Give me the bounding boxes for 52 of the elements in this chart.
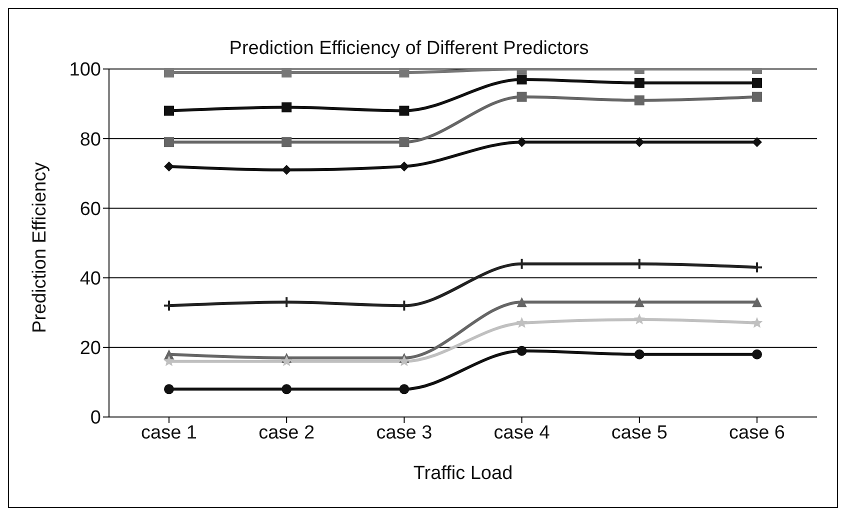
point bbox=[164, 161, 174, 172]
point bbox=[399, 384, 410, 394]
point bbox=[634, 95, 644, 106]
point bbox=[516, 74, 527, 84]
x-tick-label: case 6 bbox=[729, 422, 785, 444]
chart-title: Prediction Efficiency of Different Predictors bbox=[229, 38, 589, 59]
point bbox=[399, 137, 410, 148]
point bbox=[398, 355, 410, 366]
point bbox=[516, 346, 527, 356]
point bbox=[163, 355, 175, 366]
point bbox=[164, 106, 174, 116]
point bbox=[634, 297, 644, 308]
point bbox=[634, 349, 644, 360]
point bbox=[516, 137, 527, 148]
point bbox=[164, 384, 174, 394]
point bbox=[399, 106, 410, 116]
point bbox=[164, 137, 174, 148]
x-tick-label: case 1 bbox=[141, 422, 197, 444]
x-tick-label: case 4 bbox=[494, 422, 550, 444]
point bbox=[399, 69, 410, 78]
point bbox=[752, 349, 762, 360]
point bbox=[752, 137, 762, 148]
y-tick-label: 80 bbox=[80, 129, 101, 150]
point bbox=[516, 297, 527, 308]
x-tick-label: case 5 bbox=[611, 422, 668, 444]
point bbox=[752, 92, 762, 102]
point bbox=[164, 69, 174, 78]
point bbox=[516, 92, 527, 102]
x-tick-label: case 3 bbox=[376, 422, 432, 444]
y-tick-label: 100 bbox=[69, 60, 101, 81]
point bbox=[282, 102, 292, 112]
y-tick-label: 20 bbox=[80, 338, 101, 360]
point bbox=[752, 297, 762, 308]
point bbox=[399, 161, 410, 172]
point bbox=[280, 355, 292, 366]
y-tick-label: 0 bbox=[90, 408, 101, 429]
point bbox=[752, 78, 762, 88]
point bbox=[634, 78, 644, 88]
y-tick-label: 40 bbox=[80, 268, 101, 290]
x-axis-title: Traffic Load bbox=[413, 463, 513, 484]
point bbox=[634, 314, 646, 324]
point bbox=[516, 317, 528, 328]
point bbox=[282, 164, 292, 175]
x-tick-label: case 2 bbox=[258, 422, 315, 444]
point bbox=[282, 69, 292, 78]
point bbox=[751, 317, 763, 328]
point bbox=[282, 384, 292, 394]
point bbox=[282, 137, 292, 148]
y-axis-title: Prediction Efficiency bbox=[30, 162, 51, 333]
y-tick-label: 60 bbox=[80, 198, 101, 220]
point bbox=[634, 137, 644, 148]
point bbox=[163, 300, 175, 312]
